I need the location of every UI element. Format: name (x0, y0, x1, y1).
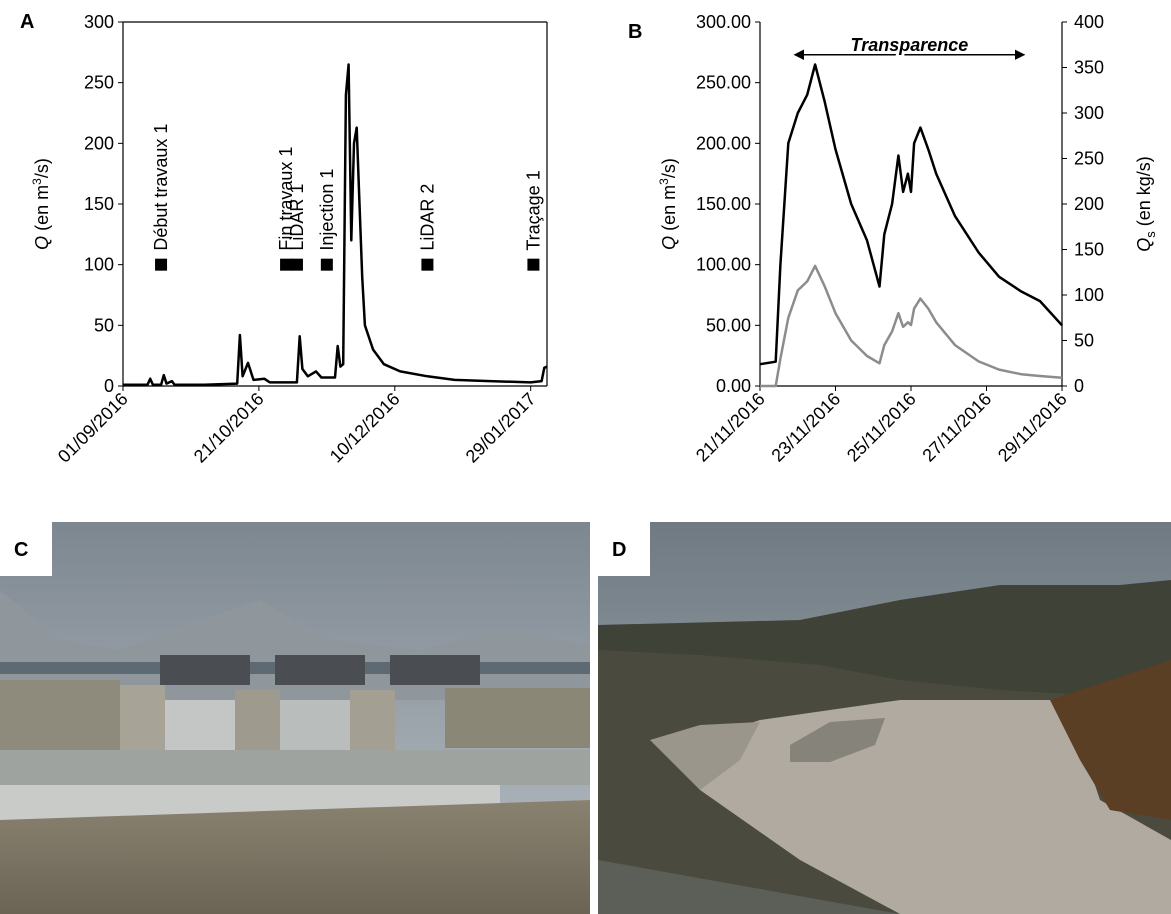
event-marker (421, 258, 434, 271)
x-tick-label: 01/09/2016 (54, 389, 132, 467)
event-label: LiDAR 1 (287, 184, 307, 251)
axis-label: Q (en m3/s) (30, 158, 52, 250)
event-label: LiDAR 2 (417, 184, 437, 251)
event-label: Traçage 1 (523, 170, 543, 250)
y-tick-label: 200 (84, 133, 114, 153)
axis-unit: (en kg/s) (1134, 156, 1154, 226)
event-label: Injection 1 (317, 169, 337, 251)
y2-tick-label: 200 (1074, 194, 1104, 214)
axis-subscript: s (1143, 231, 1158, 238)
y-tick-label: 250.00 (696, 73, 751, 93)
x-tick-label: 29/11/2016 (994, 389, 1071, 466)
y2-tick-label: 50 (1074, 331, 1094, 351)
axis-label: Q (en m3/s) (657, 158, 679, 250)
y-tick-label: 50 (94, 315, 114, 335)
y-tick-label: 200.00 (696, 133, 751, 153)
data-line (759, 63, 1063, 366)
annotation-text: Transparence (851, 35, 969, 55)
axis-symbol: Q (1134, 238, 1154, 252)
panel-label: D (612, 539, 626, 561)
axis-power: 3 (30, 178, 44, 185)
axis-symbol: Q (659, 236, 679, 250)
panel-label-box (0, 522, 52, 576)
event-marker (527, 258, 540, 271)
x-tick-label: 29/01/2017 (462, 389, 540, 467)
y-tick-label: 0 (104, 376, 114, 396)
x-tick-label: 21/10/2016 (190, 389, 268, 467)
y-tick-label: 50.00 (706, 315, 751, 335)
y2-tick-label: 300 (1074, 103, 1104, 123)
y2-tick-label: 100 (1074, 285, 1104, 305)
axis-unit: /s) (659, 158, 679, 178)
x-tick-label: 27/11/2016 (918, 389, 995, 466)
event-marker (280, 258, 293, 271)
y-tick-label: 150 (84, 194, 114, 214)
y2-tick-label: 250 (1074, 149, 1104, 169)
y2-tick-label: 350 (1074, 58, 1104, 78)
panel-label: C (14, 539, 28, 561)
axis-symbol: Q (32, 236, 52, 250)
event-marker (320, 258, 333, 271)
y-tick-label: 100 (84, 255, 114, 275)
y2-tick-label: 400 (1074, 12, 1104, 32)
photo-dam (0, 522, 590, 914)
y2-tick-label: 150 (1074, 240, 1104, 260)
y2-tick-label: 0 (1074, 376, 1084, 396)
y-tick-label: 300.00 (696, 12, 751, 32)
axis-unit: /s) (32, 158, 52, 178)
axis-label: Qs (en kg/s) (1134, 156, 1158, 252)
panel-label: B (628, 21, 642, 43)
panel-label: A (20, 11, 34, 33)
x-tick-label: 25/11/2016 (843, 389, 920, 466)
event-label: Début travaux 1 (151, 124, 171, 251)
x-tick-label: 23/11/2016 (767, 389, 844, 466)
data-line (760, 264, 1063, 388)
panel-label-box (598, 522, 650, 576)
y-tick-label: 300 (84, 12, 114, 32)
y-tick-label: 0.00 (716, 376, 751, 396)
axis-unit: (en m (659, 185, 679, 231)
event-marker (290, 258, 303, 271)
photo-river (598, 522, 1171, 914)
axis-power: 3 (657, 178, 671, 185)
x-tick-label: 21/11/2016 (692, 389, 769, 466)
event-marker (155, 258, 168, 271)
y-tick-label: 250 (84, 73, 114, 93)
x-tick-label: 10/12/2016 (326, 389, 404, 467)
y-tick-label: 150.00 (696, 194, 751, 214)
y-tick-label: 100.00 (696, 255, 751, 275)
axis-unit: (en m (32, 185, 52, 231)
event-label: Fin travaux 1 (276, 147, 296, 251)
data-line (123, 63, 548, 387)
